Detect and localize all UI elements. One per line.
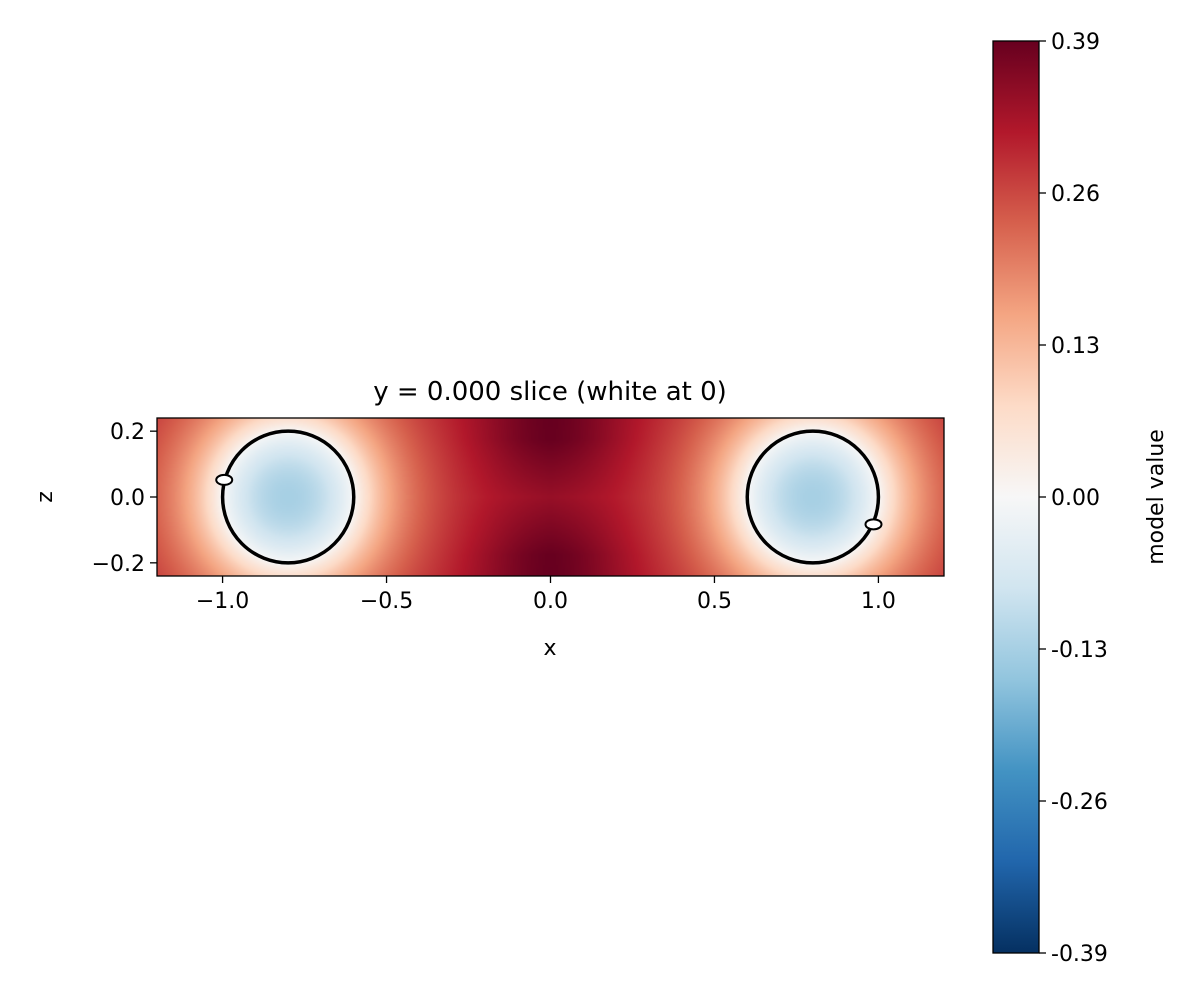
point-marker-1 (215, 473, 234, 486)
colorbar-tick-label: -0.26 (1051, 790, 1108, 815)
colorbar-label: model value (1144, 429, 1169, 565)
colorbar-tick-label: -0.39 (1051, 942, 1108, 967)
colorbar-ticks: 0.39 0.26 0.13 0.00 -0.13 -0.26 -0.39 (1039, 30, 1108, 967)
colorbar: 0.39 0.26 0.13 0.00 -0.13 -0.26 -0.39 model va… (992, 30, 1169, 967)
circle-outline-2 (745, 429, 881, 565)
x-axis-label: x (543, 636, 556, 661)
chart-title: y = 0.000 slice (white at 0) (373, 377, 727, 407)
colorbar-tick-label: -0.13 (1051, 638, 1108, 663)
x-tick-label: 0.0 (533, 589, 568, 614)
circle-overlays (220, 429, 881, 565)
y-tick-label: 0.2 (110, 420, 145, 445)
colorbar-gradient (992, 40, 1040, 954)
colorbar-tick-label: 0.00 (1051, 486, 1100, 511)
x-tick-label: 1.0 (861, 589, 896, 614)
plot-area (156, 417, 945, 577)
x-tick-label: −0.5 (360, 589, 413, 614)
y-tick-label: −0.2 (92, 552, 145, 577)
x-axis: −1.0 −0.5 0.0 0.5 1.0 (196, 576, 896, 614)
x-tick-label: −1.0 (196, 589, 249, 614)
y-axis: 0.2 0.0 −0.2 (92, 420, 157, 577)
heatmap-field (157, 418, 944, 576)
colorbar-tick-label: 0.13 (1051, 334, 1100, 359)
marker-overlays (215, 473, 883, 531)
y-axis-label: z (33, 491, 58, 503)
y-tick-label: 0.0 (110, 486, 145, 511)
x-tick-label: 0.5 (697, 589, 732, 614)
circle-outline-1 (220, 429, 356, 565)
colorbar-tick-label: 0.26 (1051, 182, 1100, 207)
colorbar-tick-label: 0.39 (1051, 30, 1100, 55)
point-marker-2 (864, 518, 883, 531)
